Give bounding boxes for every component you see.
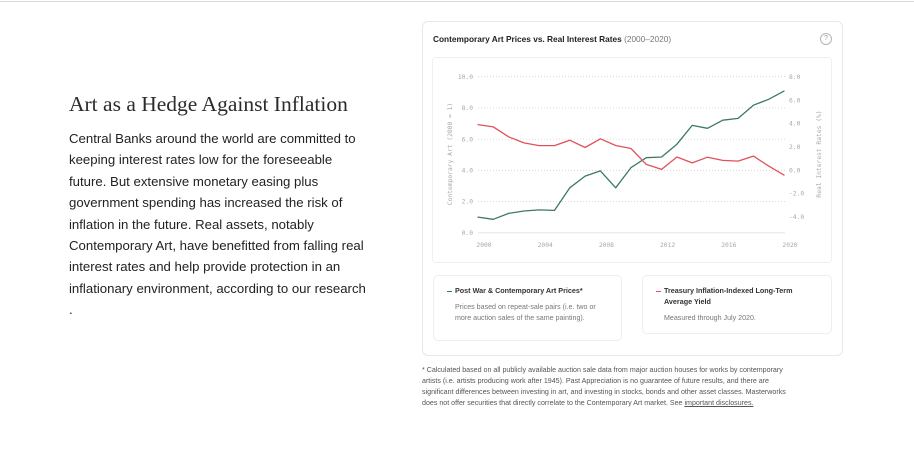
legend-art-description: Prices based on repeat-sale pairs (i.e. … bbox=[455, 303, 596, 322]
paragraph-line: future. But extensive monetary easing pl… bbox=[69, 173, 319, 189]
chart-plot-area: 0.0 2.0 4.0 6.0 8.0 10.0 -4.0 -2.0 0.0 2.0 4.0 6.0 8… bbox=[432, 57, 832, 263]
x-tick-label: 2004 bbox=[538, 242, 553, 249]
y-tick-label-left: 4.0 bbox=[462, 168, 474, 175]
legend-interest-rates: Treasury Inflation-Indexed Long-Term Ave… bbox=[642, 275, 832, 334]
footnote-line: artists (i.e. artists producing work aft… bbox=[422, 377, 769, 385]
y-tick-label-left: 8.0 bbox=[462, 105, 474, 112]
paragraph-line: Contemporary Art, have benefitted from f… bbox=[69, 237, 364, 253]
x-tick-label: 2020 bbox=[782, 242, 797, 249]
y-tick-label-right: -4.0 bbox=[789, 214, 804, 221]
y-tick-label-right: -2.0 bbox=[789, 191, 804, 198]
chart-title: Contemporary Art Prices vs. Real Interes… bbox=[433, 33, 671, 45]
help-question-icon[interactable]: ? bbox=[820, 33, 832, 45]
y-tick-label-left: 6.0 bbox=[462, 136, 474, 143]
page-heading: Art as a Hedge Against Inflation bbox=[69, 92, 348, 116]
y-tick-label-left: 0.0 bbox=[462, 230, 474, 237]
footnote: * Calculated based on all publicly avail… bbox=[422, 365, 852, 409]
legend-art-title: Post War & Contemporary Art Prices* bbox=[455, 286, 583, 295]
paragraph-line: inflation in the future. Real assets, no… bbox=[69, 216, 314, 232]
x-tick-label: 2000 bbox=[476, 242, 491, 249]
important-disclosures-link[interactable]: important disclosures. bbox=[684, 399, 754, 407]
footnote-line: does not offer securities that directly … bbox=[422, 398, 852, 409]
chart-title-range: (2000–2020) bbox=[621, 34, 672, 44]
x-tick-label: 2016 bbox=[721, 242, 736, 249]
paragraph-line: government spending has increased the ri… bbox=[69, 195, 343, 211]
y-tick-label-right: 2.0 bbox=[789, 144, 801, 151]
legend-green-line-icon bbox=[447, 291, 452, 293]
y-tick-label-right: 0.0 bbox=[789, 167, 801, 174]
legend-red-line-icon bbox=[656, 291, 661, 293]
x-tick-label: 2012 bbox=[660, 242, 675, 249]
paragraph-line: keeping interest rates low for the fores… bbox=[69, 152, 333, 168]
y-tick-label-right: 4.0 bbox=[789, 121, 801, 128]
intro-paragraph: Central Banks around the world are commi… bbox=[69, 128, 399, 321]
footnote-line-text: does not offer securities that directly … bbox=[422, 399, 685, 407]
y-tick-label-left: 10.0 bbox=[458, 74, 473, 81]
x-tick-label: 2008 bbox=[599, 242, 614, 249]
y-tick-label-right: 8.0 bbox=[789, 74, 801, 81]
legend-rates-title: Treasury Inflation-Indexed Long-Term Ave… bbox=[664, 286, 793, 306]
paragraph-line: . bbox=[69, 302, 73, 318]
paragraph-line: Central Banks around the world are commi… bbox=[69, 131, 356, 146]
paragraph-line: interest rates and help provide protecti… bbox=[69, 259, 341, 275]
legend-rates-description: Measured through July 2020. bbox=[664, 314, 756, 322]
art-price-series-line bbox=[477, 90, 785, 220]
y-tick-label-left: 2.0 bbox=[462, 199, 474, 206]
legend-art-prices: Post War & Contemporary Art Prices* Pric… bbox=[433, 275, 622, 341]
line-chart: 0.0 2.0 4.0 6.0 8.0 10.0 -4.0 -2.0 0.0 2.0 4.0 6.0 8… bbox=[447, 74, 823, 249]
chart-title-text: Contemporary Art Prices vs. Real Interes… bbox=[433, 34, 622, 44]
footnote-line: * Calculated based on all publicly avail… bbox=[422, 366, 783, 374]
y-axis-title-left: Contemporary Art (2000 = 1) bbox=[447, 103, 454, 205]
paragraph-line: inflationary environment, according to o… bbox=[69, 280, 366, 296]
footnote-line: significant differences between investin… bbox=[422, 388, 786, 396]
y-tick-label-right: 6.0 bbox=[789, 97, 801, 104]
interest-rate-series-line bbox=[477, 123, 785, 176]
y-axis-title-right: Real Interest Rates (%) bbox=[816, 110, 823, 197]
chart-card: Contemporary Art Prices vs. Real Interes… bbox=[422, 21, 843, 356]
top-divider bbox=[0, 1, 914, 2]
